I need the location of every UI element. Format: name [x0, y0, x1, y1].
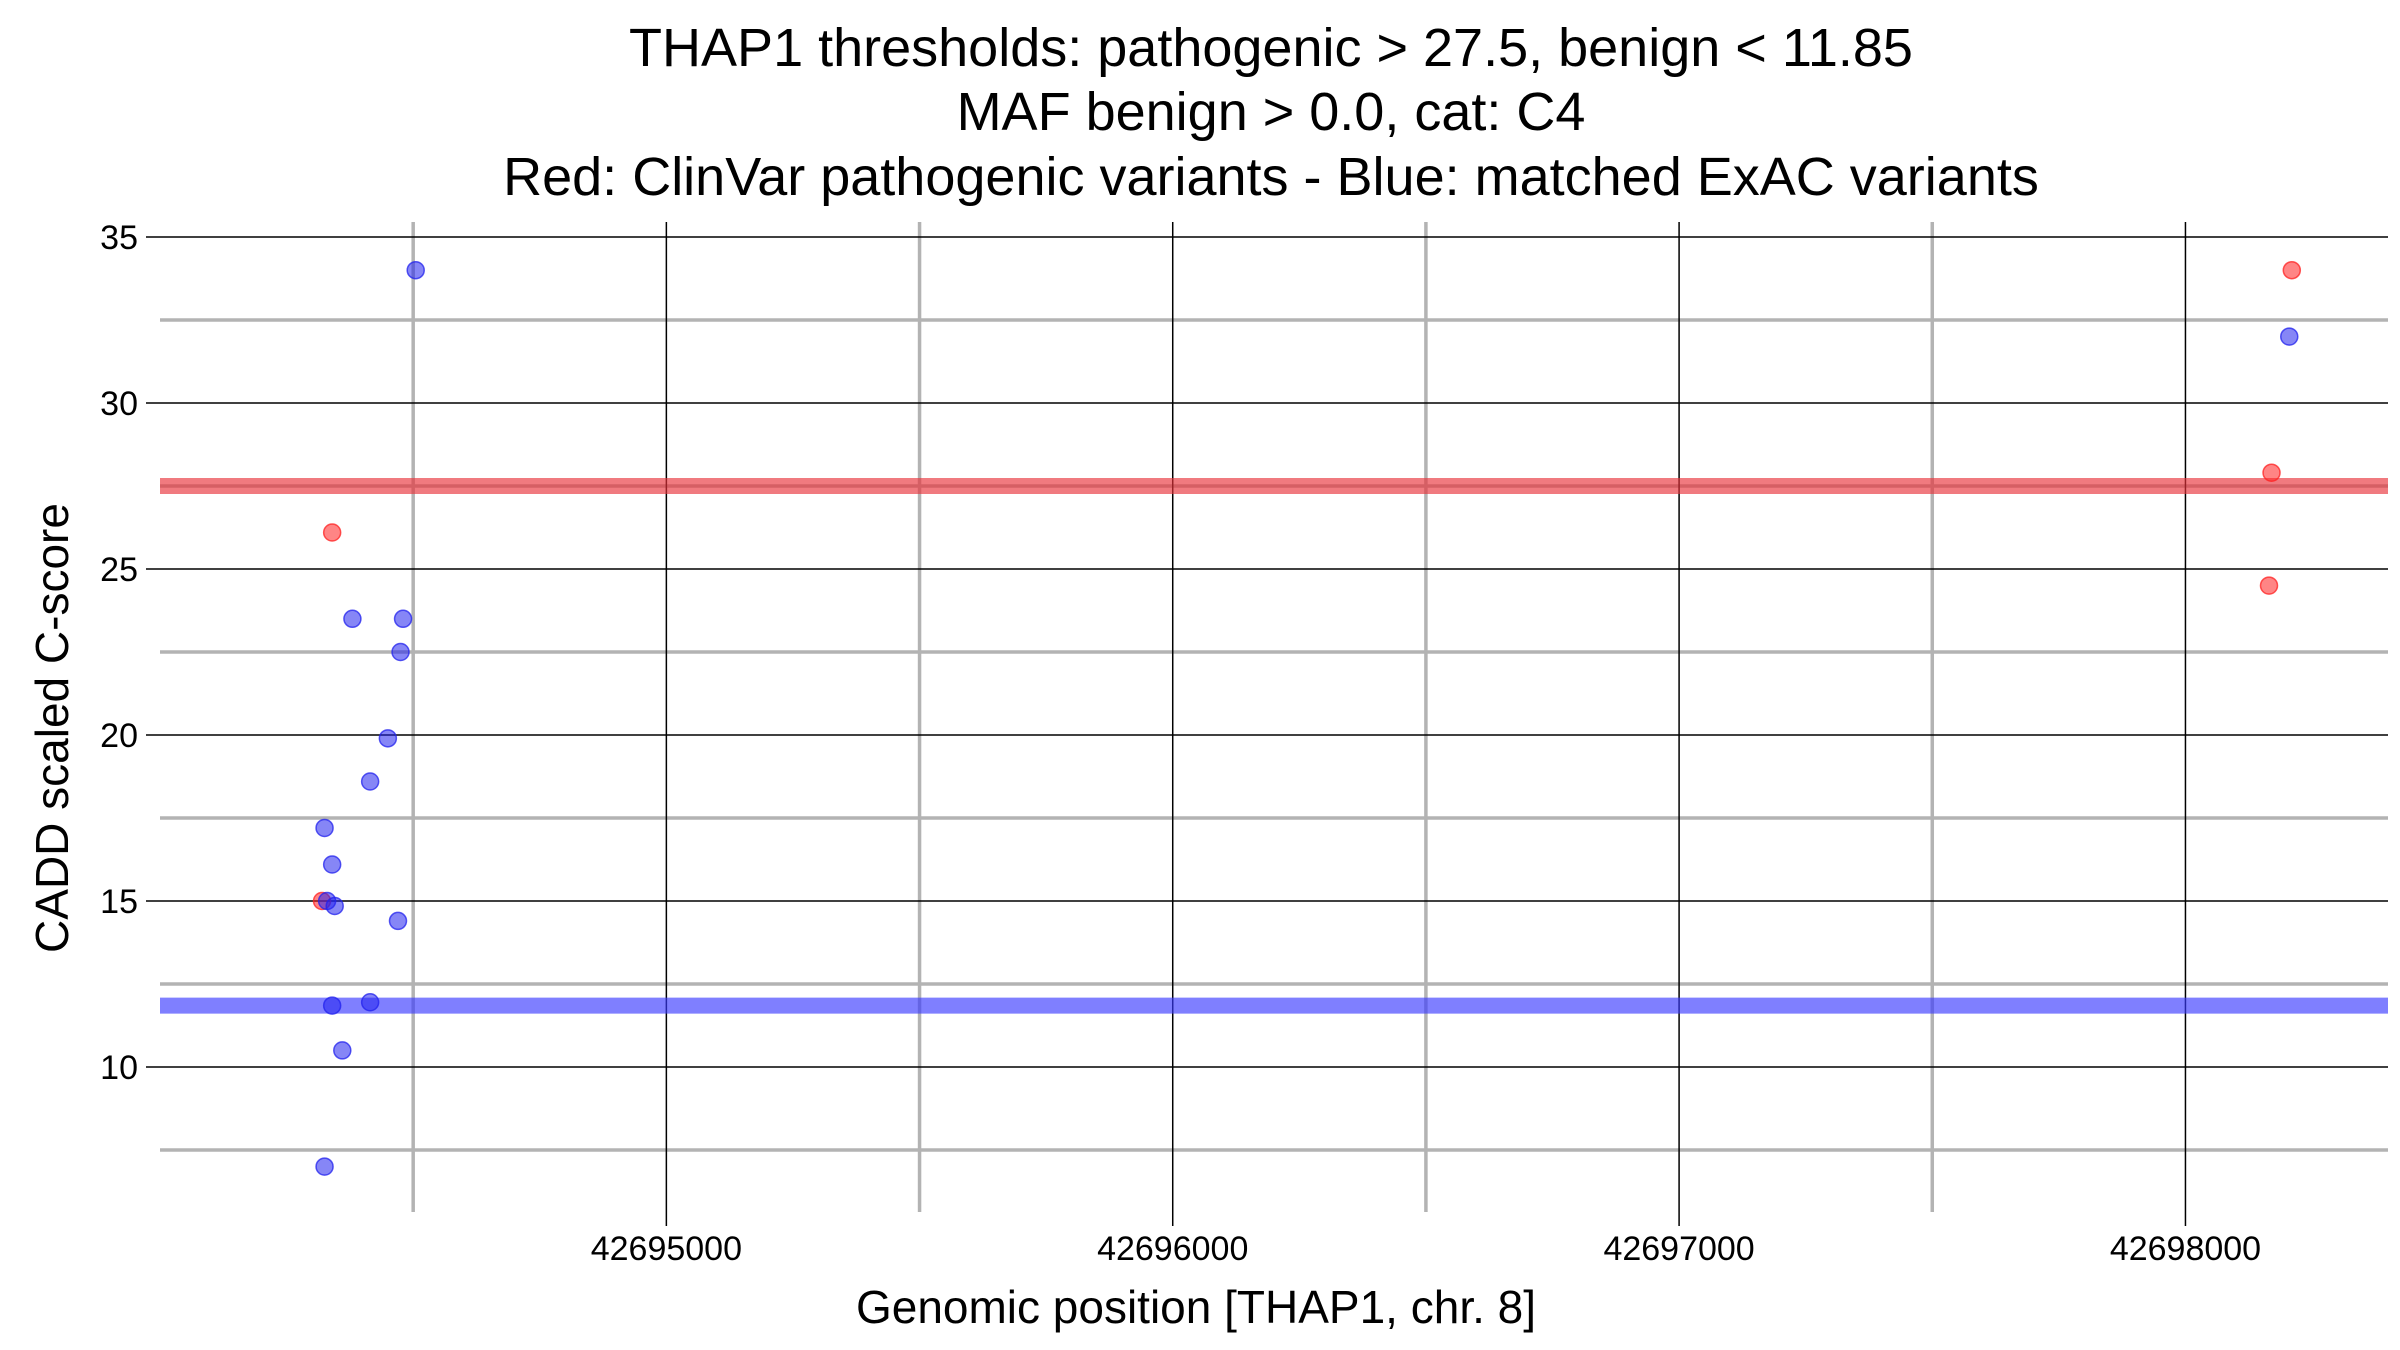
exac-point [315, 1157, 334, 1176]
data-points [312, 260, 2302, 1176]
exac-point [315, 818, 334, 838]
exac-point [2280, 327, 2299, 346]
y-axis-ticks: 10 15 20 25 30 35 [100, 219, 160, 1087]
y-tick-label: 10 [100, 1049, 138, 1087]
exac-point [393, 609, 413, 629]
clinvar-point [322, 523, 342, 542]
exac-point [333, 1041, 352, 1060]
x-tick-label: 42697000 [1603, 1230, 1754, 1268]
y-tick-label: 35 [100, 219, 138, 257]
exac-point [388, 911, 408, 931]
chart-title-line-2: MAF benign > 0.0, cat: C4 [957, 82, 1586, 142]
exac-point [406, 260, 425, 280]
y-tick-label: 30 [100, 385, 138, 423]
y-tick-label: 25 [100, 551, 138, 589]
exac-point [343, 609, 362, 629]
major-gridlines [160, 222, 2388, 1212]
exac-point [360, 772, 380, 791]
chart-title-line-3: Red: ClinVar pathogenic variants - Blue:… [503, 147, 2039, 207]
threshold-lines [160, 478, 2388, 1014]
exac-point [391, 642, 410, 662]
exac-point [378, 729, 398, 748]
clinvar-point [2259, 576, 2279, 595]
exac-point [322, 996, 342, 1015]
x-tick-label: 42698000 [2110, 1230, 2261, 1268]
clinvar-point [2262, 463, 2281, 482]
clinvar-point [2282, 260, 2302, 280]
y-axis-title: CADD scaled C-score [26, 503, 78, 953]
chart-title-line-1: THAP1 thresholds: pathogenic > 27.5, ben… [629, 18, 1913, 78]
x-axis-title: Genomic position [THAP1, chr. 8] [856, 1281, 1536, 1333]
x-tick-label: 42695000 [591, 1230, 742, 1268]
x-axis-ticks: 42695000 42696000 42697000 42698000 [591, 1212, 2261, 1268]
exac-point [325, 896, 344, 916]
y-tick-label: 20 [100, 717, 138, 755]
exac-point [322, 855, 342, 874]
y-tick-label: 15 [100, 883, 138, 921]
x-tick-label: 42696000 [1097, 1230, 1248, 1268]
minor-gridlines [160, 222, 2388, 1212]
exac-point [360, 993, 380, 1012]
